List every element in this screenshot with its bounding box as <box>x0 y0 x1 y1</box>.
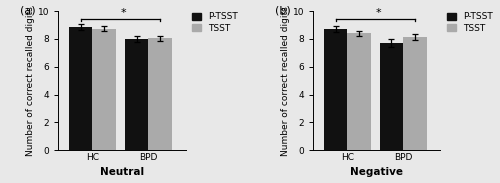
Text: (b): (b) <box>275 6 291 16</box>
Bar <box>124 39 148 150</box>
Legend: P-TSST, TSST: P-TSST, TSST <box>192 12 239 34</box>
Text: *: * <box>120 8 126 18</box>
Text: (a): (a) <box>20 6 36 16</box>
Bar <box>69 27 92 150</box>
Bar <box>148 38 172 150</box>
Text: *: * <box>375 8 381 18</box>
Bar <box>348 33 371 150</box>
X-axis label: Negative: Negative <box>350 167 404 178</box>
Bar <box>380 43 403 150</box>
Bar <box>92 29 116 150</box>
Legend: P-TSST, TSST: P-TSST, TSST <box>446 12 494 34</box>
Y-axis label: Number of correct recalled digits: Number of correct recalled digits <box>26 6 35 156</box>
Y-axis label: Number of correct recalled digits: Number of correct recalled digits <box>281 6 290 156</box>
Bar <box>403 37 426 150</box>
Bar <box>324 29 347 150</box>
X-axis label: Neutral: Neutral <box>100 167 144 178</box>
